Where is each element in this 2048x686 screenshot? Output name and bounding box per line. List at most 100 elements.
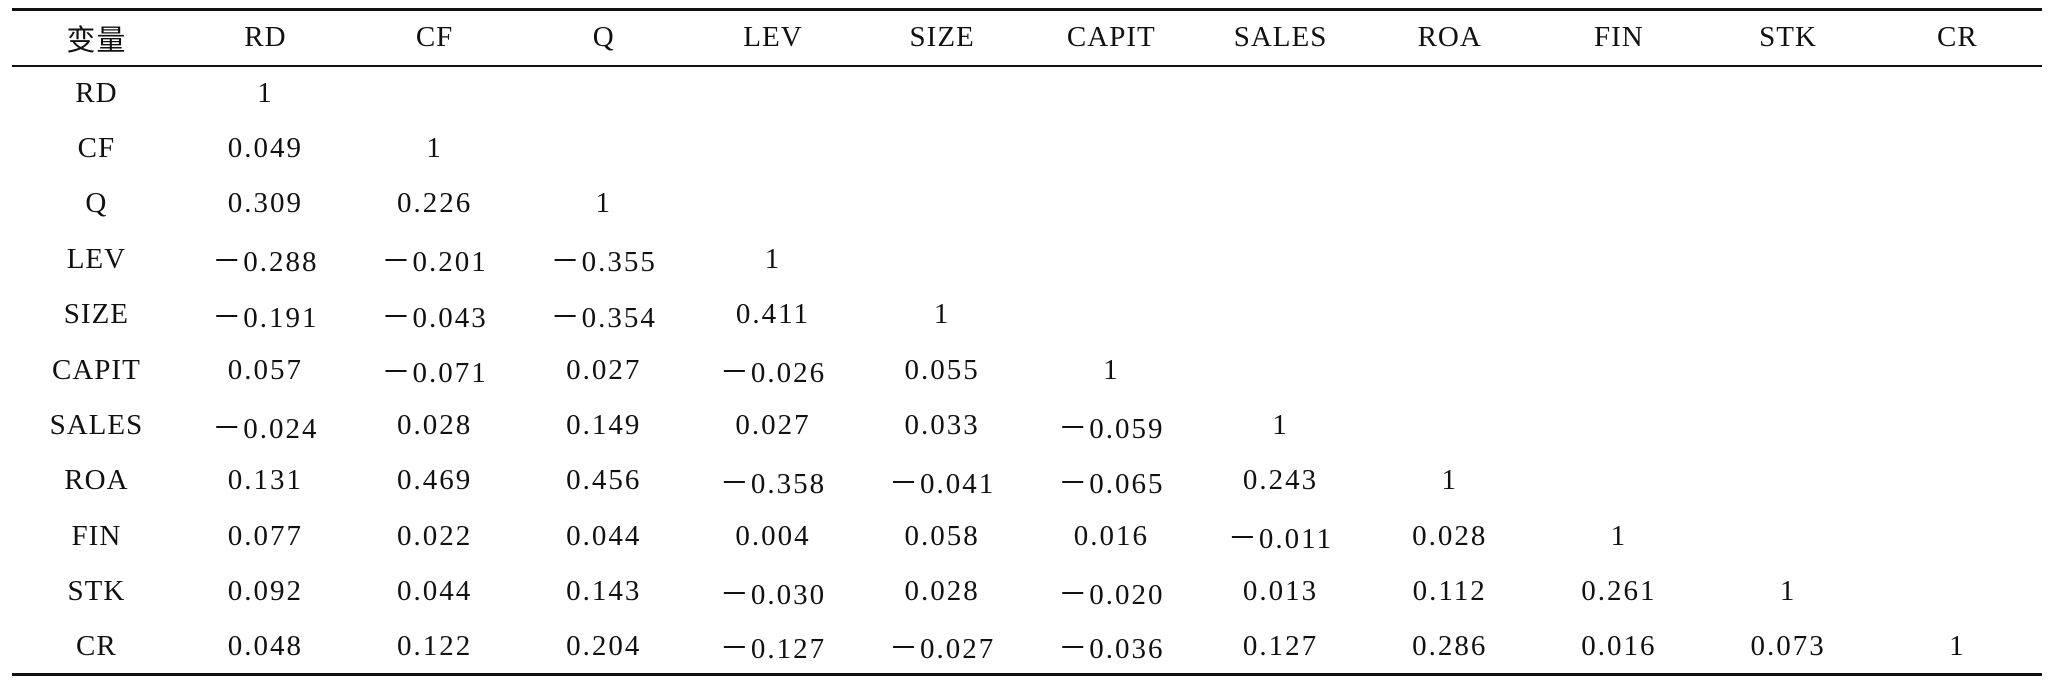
table-cell: 1 (595, 187, 613, 220)
table-row: LEV －0.288 －0.201 －0.355 1 (12, 232, 2042, 287)
table-cell: 0.055 (904, 353, 980, 386)
header-cell-size: SIZE (909, 21, 975, 54)
table-header: 变量 RD CF Q LEV SIZE CAPIT SALES ROA FIN STK CR (12, 9, 2042, 66)
table-cell: 0.131 (227, 464, 304, 497)
table-cell (1703, 453, 1872, 508)
table-row: CF 0.049 1 (12, 121, 2042, 176)
table-cell (1196, 121, 1365, 176)
table-row: STK 0.092 0.044 0.143 －0.030 0.028 －0.020 0.013… (12, 564, 2042, 619)
table-cell (1196, 232, 1365, 287)
table-cell (519, 121, 688, 176)
table-cell: －0.354 (550, 301, 657, 334)
correlation-table-container: 变量 RD CF Q LEV SIZE CAPIT SALES ROA FIN STK CR RD 1 C… (12, 8, 2042, 676)
table-cell (1027, 232, 1196, 287)
table-cell (1365, 66, 1534, 121)
table-cell (1534, 342, 1703, 397)
table-cell: 0.027 (566, 353, 642, 386)
table-cell: 0.073 (1750, 629, 1826, 662)
table-cell: 0.112 (1412, 575, 1487, 608)
table-cell (688, 121, 857, 176)
table-cell: －0.191 (212, 301, 319, 334)
table-cell: 0.028 (1412, 519, 1488, 552)
header-cell-fin: FIN (1594, 21, 1644, 54)
table-cell (350, 66, 519, 121)
table-cell (1703, 66, 1872, 121)
table-cell: 1 (764, 242, 782, 275)
table-cell: 0.027 (735, 409, 811, 442)
table-cell: 0.022 (396, 519, 473, 552)
table-cell: －0.011 (1227, 523, 1334, 556)
table-cell (1873, 564, 2042, 619)
table-cell (858, 176, 1027, 231)
row-label-cell: LEV (66, 242, 127, 275)
table-cell: 0.226 (396, 187, 473, 220)
header-cell-q: Q (592, 21, 615, 54)
table-cell (1703, 509, 1872, 564)
table-cell (1534, 121, 1703, 176)
table-cell: 0.058 (904, 519, 980, 552)
table-cell (1703, 232, 1872, 287)
row-label-cell: ROA (64, 464, 129, 497)
table-cell (1534, 287, 1703, 342)
header-cell-rd: RD (244, 21, 287, 54)
table-cell: 0.049 (227, 132, 304, 165)
row-label-cell: SALES (49, 409, 144, 442)
table-cell: －0.358 (719, 467, 827, 500)
table-cell (1196, 342, 1365, 397)
table-cell: －0.027 (889, 633, 996, 666)
table-cell (858, 66, 1027, 121)
row-label-cell: RD (75, 77, 118, 110)
table-row: CR 0.048 0.122 0.204 －0.127 －0.027 －0.036 0.127… (12, 619, 2042, 675)
table-cell: 0.243 (1242, 464, 1319, 497)
table-cell (858, 232, 1027, 287)
table-cell (1365, 176, 1534, 231)
table-cell: －0.127 (719, 633, 827, 666)
table-row: SIZE －0.191 －0.043 －0.354 0.411 1 (12, 287, 2042, 342)
row-label-cell: CR (76, 629, 117, 662)
table-cell: －0.071 (381, 357, 488, 390)
table-cell (1027, 287, 1196, 342)
table-cell: 0.016 (1581, 629, 1657, 662)
header-cell-lev: LEV (743, 21, 803, 54)
table-cell: 0.127 (1242, 629, 1319, 662)
table-cell (1365, 287, 1534, 342)
table-cell: －0.288 (212, 246, 319, 279)
table-cell: －0.030 (719, 578, 827, 611)
table-cell: －0.020 (1058, 578, 1165, 611)
header-cell-cr: CR (1936, 21, 1978, 54)
table-cell: －0.059 (1058, 412, 1165, 445)
table-row: ROA 0.131 0.469 0.456 －0.358 －0.041 －0.065 0.24… (12, 453, 2042, 508)
header-cell-capit: CAPIT (1066, 21, 1156, 54)
table-cell: －0.041 (889, 467, 996, 500)
table-cell: 0.286 (1412, 629, 1488, 662)
table-cell: 0.044 (566, 519, 642, 552)
table-cell: 0.149 (566, 409, 642, 442)
table-cell: 0.004 (735, 519, 811, 552)
header-cell-stk: STK (1759, 21, 1817, 54)
table-cell: 0.261 (1581, 575, 1657, 608)
table-cell: 1 (933, 298, 951, 331)
table-cell: 1 (1779, 575, 1797, 608)
table-cell: 0.013 (1242, 575, 1319, 608)
table-cell: －0.036 (1058, 633, 1165, 666)
row-label-cell: SIZE (63, 298, 129, 331)
row-label-cell: STK (67, 575, 126, 608)
table-cell (858, 121, 1027, 176)
table-cell (688, 176, 857, 231)
table-cell: 0.092 (227, 575, 304, 608)
table-cell (1534, 232, 1703, 287)
table-cell: 0.016 (1073, 519, 1149, 552)
table-cell (1534, 66, 1703, 121)
table-cell: －0.065 (1058, 467, 1165, 500)
row-label-cell: Q (85, 187, 108, 220)
table-cell: 0.309 (227, 187, 304, 220)
table-cell (1873, 398, 2042, 453)
table-cell: 0.048 (227, 629, 304, 662)
table-cell (1873, 287, 2042, 342)
table-cell (1534, 398, 1703, 453)
table-cell: 0.033 (904, 409, 980, 442)
table-cell (1873, 453, 2042, 508)
table-cell (519, 66, 688, 121)
table-cell (688, 66, 857, 121)
header-cell-sales: SALES (1233, 21, 1328, 54)
